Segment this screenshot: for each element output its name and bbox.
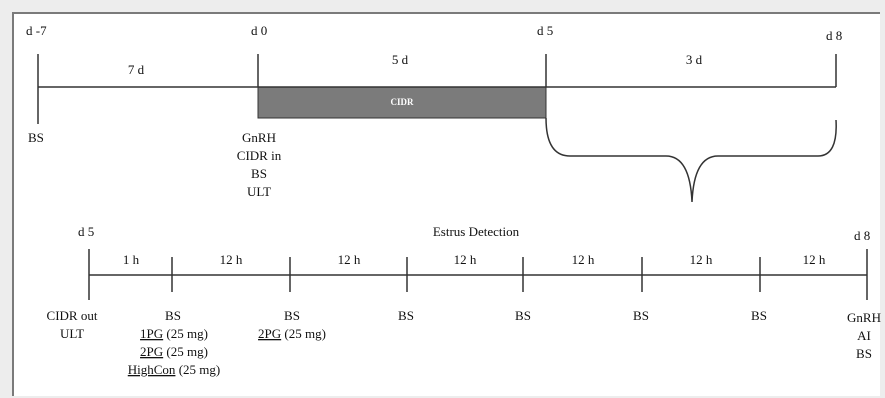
treatment-2pg: 2PG (25 mg) [140,344,208,359]
treatment-name: 1PG [140,326,163,341]
event-bs: BS [633,308,649,323]
event-bs: BS [515,308,531,323]
event-gnrh: GnRH [242,130,276,145]
interval-label-5d: 5 d [392,52,409,67]
treatment-highcon: HighCon (25 mg) [128,362,220,377]
event-bs: BS [398,308,414,323]
cidr-bar-label: CIDR [390,97,414,107]
day-label-d0: d 0 [251,23,267,38]
day-label-d5: d 5 [537,23,553,38]
protocol-diagram-frame: d -7 d 0 d 5 d 8 7 d 5 d 3 d CIDR BS GnR… [12,12,881,396]
event-ult: ULT [60,326,84,341]
treatment-dose: (25 mg) [281,326,326,341]
interval-label-12h: 12 h [572,252,595,267]
interval-label-12h: 12 h [454,252,477,267]
protocol-diagram: d -7 d 0 d 5 d 8 7 d 5 d 3 d CIDR BS GnR… [26,23,881,377]
day-label-d-7: d -7 [26,23,47,38]
treatment-dose: (25 mg) [163,344,208,359]
event-cidr-in: CIDR in [237,148,282,163]
interval-label-7d: 7 d [128,62,145,77]
interval-label-12h: 12 h [338,252,361,267]
event-ai: AI [857,328,871,343]
bottom-start-label: d 5 [78,224,94,239]
event-cidr-out: CIDR out [47,308,98,323]
day-label-d8: d 8 [826,28,842,43]
treatment-name: 2PG [140,344,163,359]
treatment-2pg: 2PG (25 mg) [258,326,326,341]
treatment-dose: (25 mg) [163,326,208,341]
interval-label-1h: 1 h [123,252,140,267]
interval-label-3d: 3 d [686,52,703,67]
bottom-end-label: d 8 [854,228,870,243]
interval-label-12h: 12 h [690,252,713,267]
event-bs: BS [251,166,267,181]
bottom-timeline: d 5 d 8 Estrus Detection 1 h 12 h 12 h 1… [47,224,881,377]
event-bs: BS [165,308,181,323]
event-stack-d0: GnRH CIDR in BS ULT [237,130,282,199]
treatment-1pg: 1PG (25 mg) [140,326,208,341]
event-bs-d-7: BS [28,130,44,145]
top-timeline: d -7 d 0 d 5 d 8 7 d 5 d 3 d CIDR BS GnR… [26,23,842,203]
event-bs: BS [284,308,300,323]
event-bs: BS [856,346,872,361]
treatment-dose: (25 mg) [175,362,220,377]
curly-brace [545,117,837,203]
interval-label-12h: 12 h [220,252,243,267]
estrus-detection-title: Estrus Detection [433,224,520,239]
event-stack-end: GnRH AI BS [847,310,881,361]
cidr-bar [257,86,547,119]
interval-label-12h: 12 h [803,252,826,267]
event-bs: BS [751,308,767,323]
event-gnrh: GnRH [847,310,881,325]
treatment-name: 2PG [258,326,281,341]
treatment-name: HighCon [128,362,176,377]
event-ult: ULT [247,184,271,199]
event-stack-start: CIDR out ULT [47,308,98,341]
